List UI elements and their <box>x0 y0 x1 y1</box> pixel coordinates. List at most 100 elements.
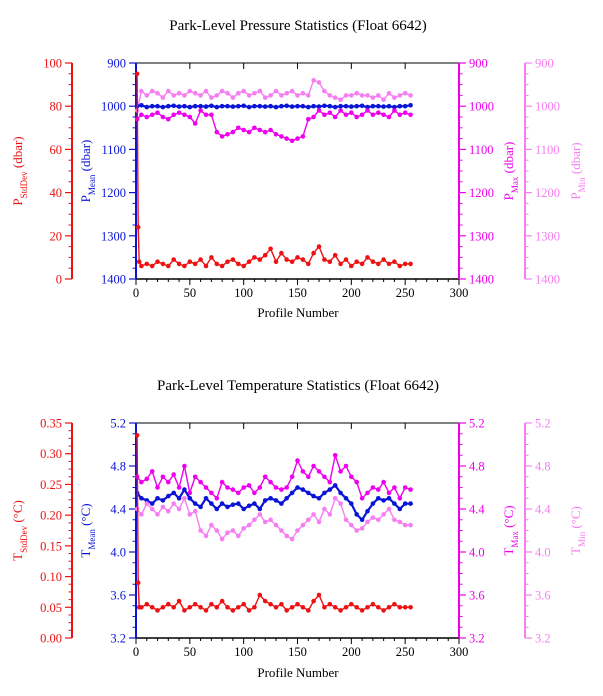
max-data-point <box>370 485 376 490</box>
max-tick-label: 3.6 <box>469 589 485 603</box>
stddev-data-point <box>134 71 140 77</box>
min-data-point <box>262 95 268 100</box>
mean-data-point <box>209 501 214 506</box>
max-data-point <box>284 485 290 490</box>
stddev-axis-label: PStdDev (dbar) <box>10 136 29 205</box>
min-data-point <box>214 528 220 533</box>
mean-data-point <box>273 498 279 503</box>
mean-data-point <box>214 506 220 512</box>
mean-data-point <box>311 493 316 499</box>
min-data-point <box>171 501 176 506</box>
mean-data-point <box>386 103 392 109</box>
max-data-point <box>279 134 284 139</box>
max-data-point <box>311 114 316 120</box>
stddev-data-point <box>365 605 370 610</box>
min-data-point <box>386 90 392 96</box>
mean-data-point <box>144 104 150 110</box>
max-axis-label: PMax (dbar) <box>501 142 520 201</box>
max-data-point <box>230 129 236 135</box>
min-data-point <box>397 519 403 525</box>
mean-axis-label: TMean (°C) <box>78 503 97 557</box>
stddev-data-point <box>246 259 252 265</box>
min-data-point <box>219 88 225 94</box>
pressure-panel: Park-Level Pressure Statistics (Float 66… <box>10 18 587 320</box>
max-data-point <box>246 483 252 488</box>
stddev-data-point <box>332 252 338 258</box>
mean-data-point <box>289 490 295 496</box>
stddev-data-point <box>289 605 295 610</box>
max-tick-label: 4.0 <box>469 546 485 560</box>
mean-axis-label: PMean (dbar) <box>78 140 97 203</box>
max-series <box>134 108 413 144</box>
stddev-data-point <box>365 255 370 260</box>
min-data-point <box>160 504 166 510</box>
stddev-data-point <box>300 605 306 610</box>
mean-data-point <box>392 501 397 506</box>
min-series-line <box>136 79 411 111</box>
min-data-point <box>332 95 338 100</box>
max-data-point <box>322 112 327 118</box>
stddev-data-point <box>386 605 392 610</box>
min-data-point <box>300 522 306 528</box>
stddev-data-point <box>160 605 166 610</box>
mean-tick-label: 3.2 <box>110 632 126 646</box>
mean-series-line <box>136 104 411 109</box>
max-data-point <box>349 110 354 115</box>
min-data-point <box>241 526 246 531</box>
stddev-data-point <box>295 601 300 607</box>
mean-data-point <box>171 490 176 496</box>
stddev-data-point <box>182 608 187 613</box>
mean-data-point <box>327 103 333 109</box>
mean-data-point <box>160 498 166 503</box>
stddev-data-point <box>187 259 193 265</box>
stddev-tick-label: 0.20 <box>40 509 62 523</box>
mean-data-point <box>139 103 144 108</box>
min-data-point <box>359 93 365 98</box>
max-data-point <box>144 114 150 120</box>
mean-data-point <box>230 104 236 109</box>
max-data-point <box>225 132 230 137</box>
max-data-point <box>300 134 306 139</box>
stddev-data-point <box>214 261 220 267</box>
min-data-point <box>295 528 300 533</box>
x-tick-label: 150 <box>288 286 307 300</box>
mean-data-point <box>381 498 386 503</box>
mean-data-point <box>171 103 176 109</box>
x-tick-label: 300 <box>450 645 469 659</box>
stddev-data-point <box>136 259 142 265</box>
min-data-point <box>176 90 182 96</box>
max-data-point <box>295 136 300 141</box>
min-tick-label: 1100 <box>535 143 560 157</box>
min-series <box>134 78 413 113</box>
max-data-point <box>187 490 193 496</box>
x-tick-label: 200 <box>342 286 361 300</box>
max-data-point <box>402 110 408 115</box>
max-data-point <box>203 485 209 490</box>
mean-data-point <box>349 104 354 109</box>
mean-data-point <box>252 501 257 506</box>
mean-data-point <box>236 103 241 109</box>
min-data-point <box>166 88 171 94</box>
mean-data-point <box>332 104 338 110</box>
stddev-data-point <box>236 605 241 610</box>
stddev-data-point <box>262 252 268 258</box>
max-tick-label: 1000 <box>469 100 494 114</box>
max-axis-label: TMax (°C) <box>501 505 520 555</box>
stddev-data-point <box>381 257 386 262</box>
stddev-data-point <box>338 608 343 613</box>
max-data-point <box>166 116 171 122</box>
stddev-data-point <box>322 257 327 262</box>
mean-data-point <box>176 104 182 109</box>
max-data-point <box>376 487 381 492</box>
mean-data-point <box>354 103 360 109</box>
min-data-point <box>279 93 284 98</box>
min-data-point <box>225 530 230 535</box>
stddev-data-point <box>279 250 284 256</box>
mean-data-point <box>402 501 408 506</box>
min-data-point <box>246 522 252 528</box>
stddev-data-point <box>203 263 209 269</box>
max-data-point <box>381 479 386 485</box>
stddev-data-point <box>327 259 333 265</box>
max-data-point <box>198 108 203 113</box>
stddev-data-point <box>171 257 176 262</box>
